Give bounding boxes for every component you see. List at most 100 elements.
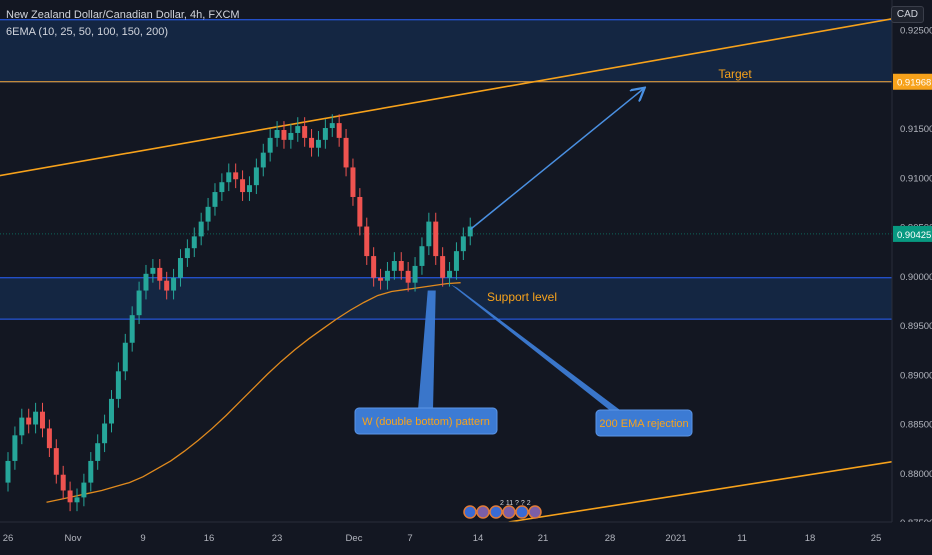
candle[interactable]	[184, 248, 190, 259]
candle[interactable]	[329, 123, 335, 129]
candle[interactable]	[398, 261, 404, 271]
candle[interactable]	[122, 342, 128, 372]
y-tick-label: 0.88000	[900, 469, 932, 480]
event-marker[interactable]	[515, 505, 529, 519]
price-scale[interactable]	[892, 0, 932, 550]
candle[interactable]	[157, 267, 163, 281]
candle[interactable]	[12, 435, 18, 461]
x-tick-label: 16	[204, 533, 215, 544]
candle[interactable]	[267, 137, 273, 153]
candle[interactable]	[322, 128, 328, 140]
upper-channel[interactable]	[0, 15, 904, 180]
candle[interactable]	[198, 221, 204, 237]
candle[interactable]	[39, 411, 45, 429]
resistance-zone	[0, 19, 892, 82]
candle[interactable]	[288, 132, 294, 140]
event-marker[interactable]	[463, 505, 477, 519]
candle[interactable]	[378, 277, 384, 281]
lower-channel[interactable]	[508, 459, 904, 523]
currency-button[interactable]: CAD	[890, 6, 924, 23]
time-scale[interactable]	[0, 522, 932, 550]
candle[interactable]	[405, 270, 411, 283]
candle[interactable]	[364, 226, 370, 257]
candle[interactable]	[33, 411, 39, 425]
candle[interactable]	[453, 251, 459, 271]
x-tick-label: 14	[473, 533, 484, 544]
candle[interactable]	[253, 167, 259, 186]
candle[interactable]	[226, 172, 232, 183]
candle[interactable]	[53, 448, 59, 475]
candle[interactable]	[143, 273, 149, 291]
ema-callout-label: 200 EMA rejection	[599, 418, 688, 430]
y-tick-label: 0.90000	[900, 272, 932, 283]
candle[interactable]	[81, 482, 87, 498]
candle[interactable]	[309, 137, 315, 148]
candle[interactable]	[447, 270, 453, 278]
candle[interactable]	[67, 490, 73, 503]
candle[interactable]	[343, 137, 349, 168]
candle[interactable]	[102, 423, 108, 444]
candle[interactable]	[46, 428, 52, 449]
candle[interactable]	[88, 460, 94, 483]
candle[interactable]	[302, 126, 308, 138]
candle[interactable]	[60, 474, 66, 491]
candle[interactable]	[177, 258, 183, 278]
candle[interactable]	[467, 226, 473, 237]
y-tick-label: 0.91000	[900, 173, 932, 184]
candle[interactable]	[191, 236, 197, 249]
candle[interactable]	[129, 315, 135, 343]
candle[interactable]	[19, 417, 25, 436]
candle[interactable]	[426, 221, 432, 247]
pattern-callout[interactable]	[354, 407, 498, 435]
candle[interactable]	[164, 280, 170, 291]
candle[interactable]	[246, 185, 252, 193]
candle[interactable]	[371, 256, 377, 278]
candle[interactable]	[108, 398, 114, 424]
candle[interactable]	[95, 443, 101, 461]
candle[interactable]	[295, 126, 301, 133]
event-marker[interactable]	[476, 505, 490, 519]
x-tick-label: 28	[605, 533, 616, 544]
candle[interactable]	[440, 256, 446, 278]
support-label: Support level	[487, 290, 557, 304]
candle[interactable]	[150, 267, 156, 274]
x-tick-label: 11	[737, 533, 747, 544]
target-arrow[interactable]	[469, 89, 643, 231]
event-marker[interactable]	[502, 505, 516, 519]
candle[interactable]	[212, 192, 218, 207]
candle[interactable]	[433, 221, 439, 257]
target-label: Target	[718, 67, 752, 81]
candle[interactable]	[115, 371, 121, 399]
candle[interactable]	[315, 139, 321, 148]
candle[interactable]	[136, 290, 142, 316]
candle[interactable]	[350, 167, 356, 197]
candle[interactable]	[5, 460, 11, 483]
candle[interactable]	[357, 196, 363, 227]
candle[interactable]	[74, 497, 80, 503]
candle[interactable]	[412, 265, 418, 283]
ema-callout[interactable]	[595, 409, 693, 437]
y-tick-label: 0.89000	[900, 370, 932, 381]
candle[interactable]	[205, 206, 211, 222]
candle[interactable]	[219, 182, 225, 193]
x-tick-label: 23	[272, 533, 283, 544]
event-marker[interactable]	[489, 505, 503, 519]
candle[interactable]	[336, 123, 342, 138]
candle[interactable]	[171, 277, 177, 291]
candle[interactable]	[460, 236, 466, 252]
candle[interactable]	[274, 130, 280, 138]
y-tick-label: 0.91500	[900, 124, 932, 135]
indicator-legend[interactable]: 6EMA (10, 25, 50, 100, 150, 200)	[6, 26, 169, 38]
pattern-callout-label: W (double bottom) pattern	[362, 416, 490, 428]
candle[interactable]	[260, 152, 266, 168]
candle[interactable]	[391, 261, 397, 271]
candle[interactable]	[26, 417, 32, 425]
candle[interactable]	[233, 172, 239, 180]
x-tick-label: 2021	[665, 533, 686, 544]
candle[interactable]	[419, 246, 425, 266]
candle[interactable]	[384, 270, 390, 281]
event-marker[interactable]	[528, 505, 542, 519]
candle[interactable]	[240, 179, 246, 193]
candle[interactable]	[281, 130, 287, 140]
